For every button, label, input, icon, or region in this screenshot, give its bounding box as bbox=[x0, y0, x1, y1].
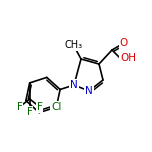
Text: N: N bbox=[70, 80, 78, 90]
Text: CH₃: CH₃ bbox=[65, 40, 83, 50]
Text: F: F bbox=[37, 102, 43, 112]
Text: OH: OH bbox=[120, 53, 136, 63]
Text: N: N bbox=[85, 86, 93, 96]
Text: Cl: Cl bbox=[51, 102, 62, 112]
Text: F: F bbox=[27, 107, 33, 117]
Text: F: F bbox=[17, 102, 23, 112]
Text: O: O bbox=[120, 38, 128, 48]
